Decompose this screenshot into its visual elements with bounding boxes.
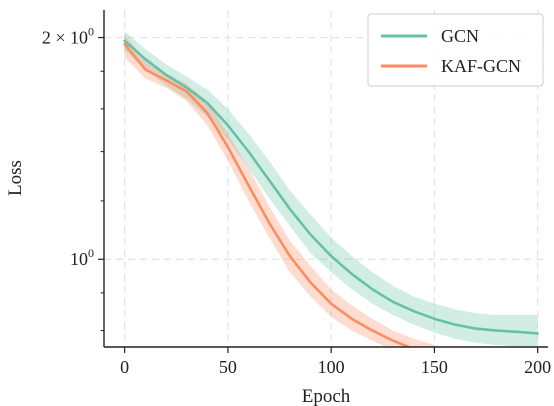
- x-tick-label: 150: [421, 357, 448, 377]
- band-series-1: [124, 31, 538, 347]
- line-series-1: [123, 39, 539, 335]
- x-tick-label: 50: [219, 357, 237, 377]
- y-axis-label: Loss: [5, 160, 26, 196]
- legend-label-1: GCN: [441, 26, 479, 46]
- y-tick-label: 100: [70, 246, 94, 269]
- grid-layer: [104, 10, 548, 347]
- line-layer: [123, 39, 539, 347]
- x-axis: 0 50 100 150 200: [120, 347, 551, 377]
- y-tick-label: 2 × 100: [42, 25, 94, 48]
- legend-label-2: KAF-GCN: [441, 56, 521, 76]
- x-tick-label: 0: [120, 357, 129, 377]
- line-series-2: [123, 42, 413, 347]
- x-tick-label: 100: [318, 357, 345, 377]
- band-series-2: [124, 34, 443, 347]
- y-axis: 100 2 × 100: [42, 25, 104, 332]
- legend: GCN KAF-GCN: [367, 13, 544, 87]
- axes-frame: [103, 10, 548, 348]
- legend-box: [367, 13, 544, 87]
- x-tick-label: 200: [524, 357, 551, 377]
- band-layer: [124, 31, 538, 347]
- x-axis-label: Epoch: [302, 386, 351, 406]
